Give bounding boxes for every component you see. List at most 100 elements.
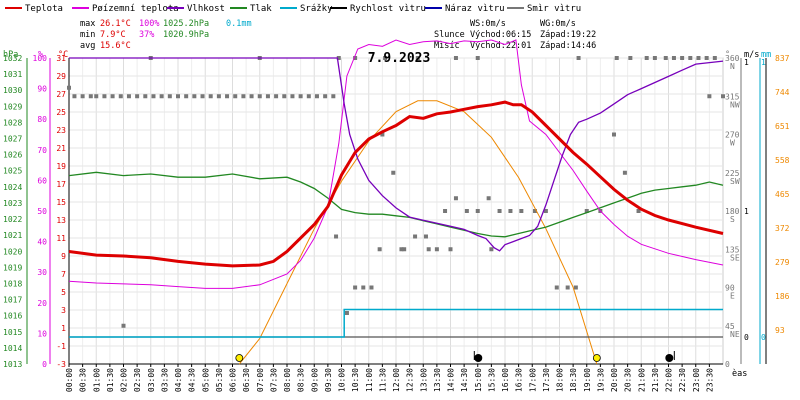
wind-dir-point	[543, 209, 548, 213]
wind-dir-point	[671, 56, 676, 60]
humidity-tick-label: 90	[37, 85, 47, 94]
rain-tick-top: 1	[761, 58, 766, 67]
temperature-tick-label: 15	[56, 198, 66, 207]
wind-dir-point	[475, 209, 480, 213]
stats-max-rain: 0.1mm	[226, 19, 252, 29]
x-tick-label: 10:30	[351, 368, 360, 392]
x-tick-label: 11:30	[378, 368, 387, 392]
wind-dir-point	[614, 56, 619, 60]
unit-mm: mm	[761, 50, 771, 60]
x-tick-label: 15:00	[474, 368, 483, 392]
temperature-tick-label: 27	[56, 90, 66, 99]
legend-item-temperature: Teplota	[5, 4, 63, 14]
wind-dir-point	[383, 56, 388, 60]
unit-pct: %	[38, 50, 43, 60]
temperature-tick-label: 7	[61, 270, 66, 279]
wind-dir-point	[118, 94, 123, 99]
stats-max-label: max	[80, 19, 95, 29]
wind-dir-tick-label: 270	[725, 131, 740, 140]
wind-dir-point	[628, 56, 633, 60]
sun-tick-label: 372	[775, 224, 790, 233]
wind-dir-point	[233, 94, 238, 99]
legend-item-wind-gust: Náraz vìtru	[425, 4, 505, 14]
wind-dir-point	[151, 94, 156, 99]
pressure-tick-label: 1032	[3, 54, 22, 63]
stats-max-temp: 26.1°C	[100, 19, 131, 29]
pressure-tick-label: 1018	[3, 279, 22, 288]
pressure-tick-label: 1023	[3, 199, 22, 208]
wind-dir-point	[663, 56, 668, 60]
x-tick-label: 18:30	[569, 368, 578, 392]
temperature-tick-label: 19	[56, 162, 66, 171]
pressure-tick-label: 1015	[3, 328, 22, 337]
x-tick-label: 10:00	[338, 368, 347, 392]
sun-set: Západ:19:22	[540, 30, 596, 40]
moon-label: Mìsíc	[434, 41, 460, 51]
unit-hpa: hPa	[3, 50, 18, 60]
pressure-tick-label: 1027	[3, 135, 22, 144]
pressure-tick-label: 1025	[3, 167, 22, 176]
wind-dir-point	[290, 94, 295, 99]
wind-dir-point	[644, 56, 649, 60]
rain-line	[69, 308, 723, 338]
wind-dir-point	[688, 56, 693, 60]
legend-item-pressure: Tlak	[230, 4, 272, 14]
wind-dir-point	[306, 94, 311, 99]
sun-rise: Východ:06:15	[470, 30, 531, 40]
wind-dir-point	[434, 247, 439, 252]
wind-dir-point	[110, 94, 115, 99]
temperature-line	[68, 100, 724, 268]
compass-tick-label: N	[730, 62, 735, 71]
wind-dir-point	[721, 94, 725, 99]
temperature-tick-label: 13	[56, 216, 66, 225]
stats-min-label: min	[80, 30, 95, 40]
x-tick-label: 00:00	[65, 368, 74, 392]
humidity-tick-label: 20	[37, 299, 47, 308]
rain-tick-zero: 0	[761, 333, 766, 342]
wind-dir-point	[344, 311, 349, 315]
wind-dir-point	[464, 209, 469, 213]
x-tick-label: 08:30	[297, 368, 306, 392]
wind-dir-point	[636, 209, 641, 213]
wind-dir-tick-label: 135	[725, 245, 740, 254]
series-group	[67, 39, 725, 365]
x-tick-label: 18:00	[556, 368, 565, 392]
legend-item-wind-dir: Smìr vìtru	[507, 4, 581, 14]
moon-rise: Východ:22:01	[470, 41, 531, 51]
unit-deg: °	[725, 50, 730, 60]
wind-dir-point	[274, 94, 279, 99]
moonset-marker	[474, 354, 483, 362]
temperature-tick-label: 17	[56, 180, 66, 189]
x-tick-label: 07:30	[269, 368, 278, 392]
x-tick-label: 03:00	[147, 368, 156, 392]
sun-tick-label: 744	[775, 88, 790, 97]
wind-dir-point	[336, 56, 341, 60]
x-tick-label: 13:00	[419, 368, 428, 392]
legend-label-temperature: Teplota	[25, 4, 63, 14]
wind-dir-point	[453, 56, 458, 60]
temperature-tick-label: -1	[56, 342, 66, 351]
wind-speed-tick-mid: 1	[744, 207, 749, 216]
wind-dir-point	[353, 285, 358, 290]
pressure-tick-label: 1022	[3, 215, 22, 224]
legend-label-rain: Srážky	[300, 4, 333, 14]
wind-dir-point	[377, 247, 382, 252]
moonrise-marker	[665, 354, 674, 362]
wind-speed-tick-zero: 0	[744, 333, 749, 342]
x-tick-label: 03:30	[160, 368, 169, 392]
compass-tick-label: W	[730, 139, 735, 148]
pressure-tick-label: 1024	[3, 183, 22, 192]
x-tick-label: 19:00	[583, 368, 592, 392]
wind-dir-point	[334, 234, 339, 239]
sun-tick-label: 558	[775, 156, 790, 165]
x-tick-label: 04:00	[174, 368, 183, 392]
pressure-tick-label: 1029	[3, 102, 22, 111]
wind-wg-text: WG:0m/s	[540, 19, 576, 29]
humidity-line	[69, 57, 724, 252]
wind-dir-point	[121, 323, 126, 328]
wind-dir-point	[135, 94, 140, 99]
pressure-tick-label: 1013	[3, 360, 22, 369]
wind-dir-point	[413, 234, 418, 239]
wind-dir-point	[415, 56, 420, 60]
